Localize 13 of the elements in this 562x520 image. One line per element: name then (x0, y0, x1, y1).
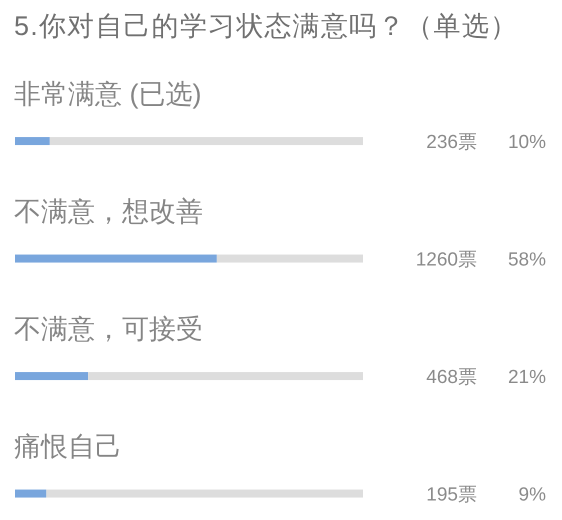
annotation: 468票 (426, 367, 477, 388)
annotation: 1260票 (416, 250, 477, 271)
annotation: 195票 (426, 484, 477, 506)
value-label: 9% (518, 484, 546, 506)
value-label: 10% (508, 132, 546, 154)
category-label: 不满意，可接受 (14, 314, 203, 344)
category-label: 不满意，想改善 (14, 196, 203, 227)
annotation: 236票 (426, 132, 477, 154)
title: 5.你对自己的学习状态满意吗？（单选） (14, 11, 518, 41)
value-label: 21% (508, 367, 546, 388)
category-label: 非常满意 (已选) (14, 79, 202, 110)
value-label: 58% (508, 250, 546, 271)
category-label: 痛恨自己 (14, 432, 122, 462)
